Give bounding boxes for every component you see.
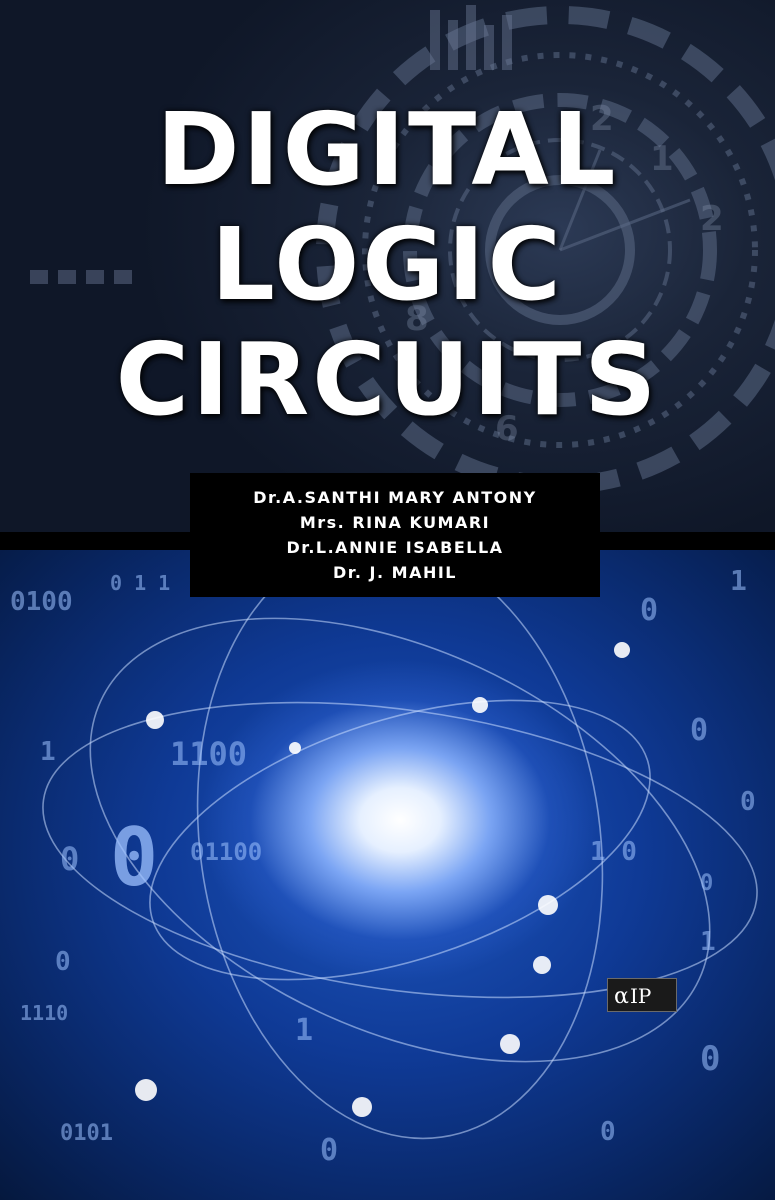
author-2: Mrs. RINA KUMARI (299, 513, 491, 532)
authors-box: Dr.A.SANTHI MARY ANTONY Mrs. RINA KUMARI… (190, 473, 600, 597)
svg-text:0: 0 (60, 840, 79, 878)
svg-text:6: 6 (495, 409, 519, 449)
svg-text:1: 1 (700, 927, 716, 957)
svg-text:0: 0 (640, 593, 658, 628)
svg-text:1: 1 (40, 737, 56, 767)
tech-dial-decoration: 2 1 2 6 8 (30, 5, 775, 494)
svg-text:IP: IP (630, 984, 651, 1008)
svg-text:01100: 01100 (190, 838, 262, 866)
publisher-logo: α IP (607, 978, 677, 1012)
svg-text:8: 8 (405, 299, 429, 339)
svg-text:0: 0 (690, 713, 708, 748)
svg-text:0: 0 (110, 811, 158, 904)
svg-text:1 0: 1 0 (590, 837, 637, 867)
svg-text:1110: 1110 (20, 1001, 68, 1025)
svg-text:α: α (614, 984, 629, 1008)
author-4: Dr. J. MAHIL (333, 563, 457, 582)
svg-text:0 1 1: 0 1 1 (110, 571, 170, 595)
svg-text:0: 0 (740, 787, 756, 817)
author-1: Dr.A.SANTHI MARY ANTONY (253, 488, 537, 507)
svg-text:0: 0 (600, 1117, 616, 1147)
title-line-1: DIGITAL (156, 91, 619, 208)
svg-text:0: 0 (700, 871, 713, 896)
bottom-background: 0100 0 1 1 0 1 1 1100 0 0 0 0 01100 1 0 … (0, 550, 775, 1200)
svg-text:0101: 0101 (60, 1121, 113, 1146)
svg-text:1100: 1100 (170, 735, 247, 773)
author-3: Dr.L.ANNIE ISABELLA (286, 538, 504, 557)
svg-text:1: 1 (295, 1013, 313, 1048)
svg-text:2: 2 (700, 199, 724, 239)
svg-text:0100: 0100 (10, 587, 73, 617)
svg-text:2: 2 (590, 99, 614, 139)
title-line-3: CIRCUITS (115, 321, 660, 438)
title-line-2: LOGIC (211, 206, 564, 323)
svg-text:0: 0 (700, 1039, 720, 1079)
top-background: 2 1 2 6 8 DIGITAL LOGIC CIRCUITS (0, 0, 775, 535)
svg-text:1: 1 (650, 139, 674, 179)
network-glow-decoration: 0100 0 1 1 0 1 1 1100 0 0 0 0 01100 1 0 … (10, 550, 758, 1168)
svg-text:0: 0 (55, 947, 71, 977)
publisher-logo-mark: α IP (614, 984, 651, 1008)
svg-text:1: 1 (730, 564, 747, 597)
svg-text:0: 0 (320, 1133, 338, 1168)
